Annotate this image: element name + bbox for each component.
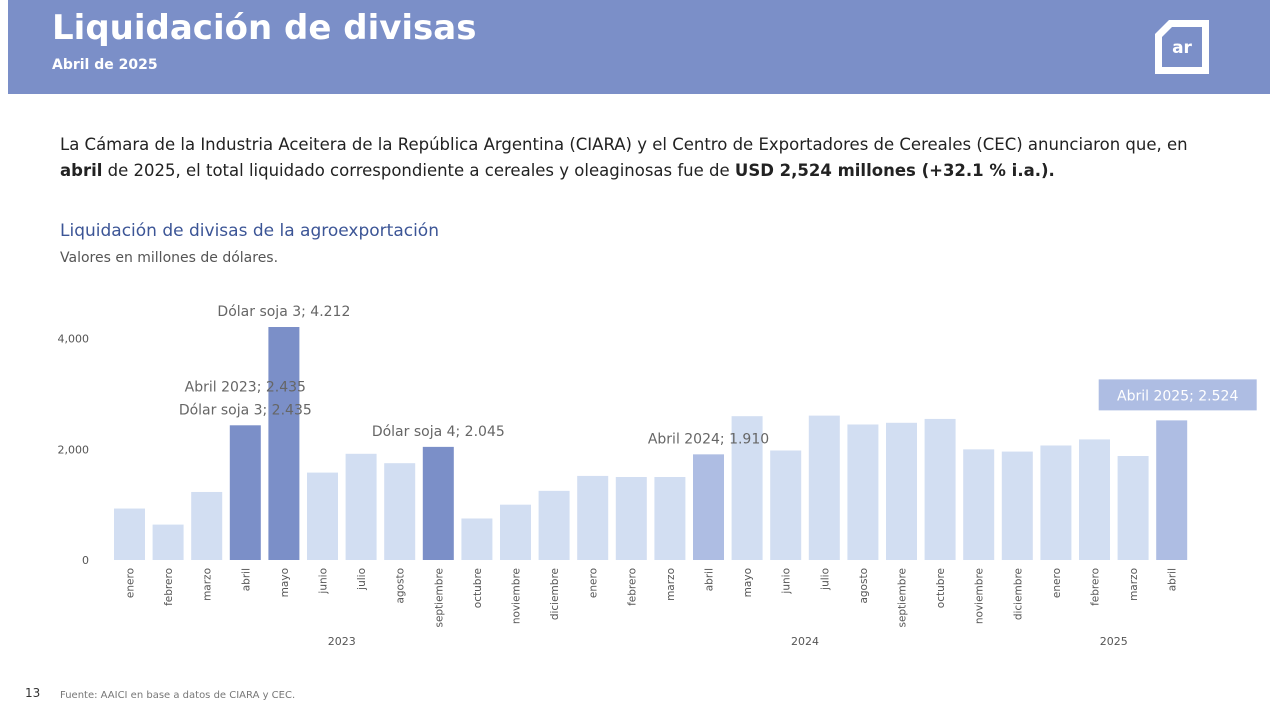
data-label: Abril 2025; 2.524 bbox=[1117, 388, 1238, 404]
data-label: Dólar soja 3; 4.212 bbox=[217, 304, 350, 320]
x-tick-label: septiembre bbox=[897, 568, 909, 628]
x-tick-label: mayo bbox=[742, 568, 754, 597]
x-tick-label: febrero bbox=[1090, 568, 1102, 606]
x-tick-label: julio bbox=[356, 568, 368, 591]
data-label: Dólar soja 3; 2.435 bbox=[179, 402, 312, 418]
data-label: Abril 2023; 2.435 bbox=[185, 379, 306, 395]
x-tick-label: abril bbox=[704, 568, 716, 591]
x-tick-label: junio bbox=[318, 568, 330, 595]
bar bbox=[1040, 445, 1072, 560]
bar bbox=[422, 446, 454, 560]
chart-title: Liquidación de divisas de la agroexporta… bbox=[60, 221, 439, 241]
x-tick-label: enero bbox=[588, 568, 600, 598]
bar bbox=[461, 518, 493, 560]
x-tick-label: julio bbox=[819, 568, 831, 591]
intro-bold-amount: USD 2,524 millones (+32.1 % i.a.). bbox=[734, 161, 1055, 180]
intro-bold-month: abril bbox=[60, 161, 103, 180]
bar bbox=[731, 416, 763, 560]
bar bbox=[770, 450, 802, 560]
x-tick-label: septiembre bbox=[433, 568, 445, 628]
x-tick-label: enero bbox=[125, 568, 137, 598]
y-tick-label: 4,000 bbox=[58, 333, 90, 346]
bar bbox=[886, 422, 917, 560]
year-label: 2024 bbox=[791, 635, 819, 648]
bar bbox=[268, 327, 300, 560]
x-tick-label: noviembre bbox=[511, 568, 523, 624]
year-label: 2023 bbox=[328, 635, 356, 648]
x-tick-label: marzo bbox=[1128, 568, 1140, 601]
page-number: 13 bbox=[25, 686, 41, 700]
page-subtitle: Abril de 2025 bbox=[52, 57, 158, 73]
bar bbox=[924, 418, 956, 560]
bar bbox=[963, 449, 995, 560]
x-tick-label: marzo bbox=[202, 568, 214, 601]
intro-text-2: de 2025, el total liquidado correspondie… bbox=[102, 161, 735, 180]
bar bbox=[384, 463, 416, 560]
data-label: Dólar soja 4; 2.045 bbox=[372, 424, 505, 440]
x-tick-label: noviembre bbox=[974, 568, 986, 624]
logo-text: ar bbox=[1172, 38, 1192, 58]
ar-logo-icon: ar bbox=[1155, 20, 1209, 74]
bar bbox=[345, 453, 377, 560]
x-tick-label: agosto bbox=[858, 568, 870, 604]
x-tick-label: octubre bbox=[935, 568, 947, 608]
x-tick-label: febrero bbox=[163, 568, 175, 606]
bar bbox=[847, 424, 879, 560]
source-note: Fuente: AAICI en base a datos de CIARA y… bbox=[60, 690, 296, 701]
x-tick-label: enero bbox=[1051, 568, 1063, 598]
y-tick-label: 0 bbox=[82, 554, 89, 567]
bar bbox=[538, 490, 570, 560]
bar bbox=[152, 524, 184, 560]
bar bbox=[808, 415, 840, 560]
bar bbox=[1156, 420, 1188, 560]
x-tick-label: diciembre bbox=[549, 568, 561, 620]
page-title: Liquidación de divisas bbox=[52, 8, 477, 48]
x-tick-label: junio bbox=[781, 568, 793, 595]
bar bbox=[114, 508, 145, 560]
data-label: Abril 2024; 1.910 bbox=[648, 431, 769, 447]
bar bbox=[500, 504, 531, 560]
x-tick-label: agosto bbox=[395, 568, 407, 604]
x-tick-label: febrero bbox=[626, 568, 638, 606]
intro-text-1: La Cámara de la Industria Aceitera de la… bbox=[60, 135, 1188, 154]
y-tick-label: 2,000 bbox=[58, 443, 90, 456]
bar bbox=[693, 454, 724, 560]
header-banner bbox=[8, 0, 1270, 94]
annotation-box bbox=[1098, 379, 1257, 411]
bar bbox=[615, 477, 647, 560]
bar bbox=[1117, 456, 1149, 560]
x-tick-label: diciembre bbox=[1012, 568, 1024, 620]
bar bbox=[229, 425, 261, 560]
bar bbox=[307, 472, 338, 560]
bar bbox=[1079, 439, 1110, 560]
bar bbox=[1001, 451, 1033, 560]
intro-paragraph: La Cámara de la Industria Aceitera de la… bbox=[60, 132, 1220, 184]
x-tick-label: octubre bbox=[472, 568, 484, 608]
x-tick-label: mayo bbox=[279, 568, 291, 597]
bar bbox=[577, 475, 609, 560]
x-tick-label: abril bbox=[1167, 568, 1179, 591]
x-tick-label: marzo bbox=[665, 568, 677, 601]
year-label: 2025 bbox=[1100, 635, 1128, 648]
x-tick-label: abril bbox=[240, 568, 252, 591]
bar bbox=[654, 477, 686, 560]
chart-subtitle: Valores en millones de dólares. bbox=[60, 250, 279, 266]
bar bbox=[191, 491, 223, 560]
